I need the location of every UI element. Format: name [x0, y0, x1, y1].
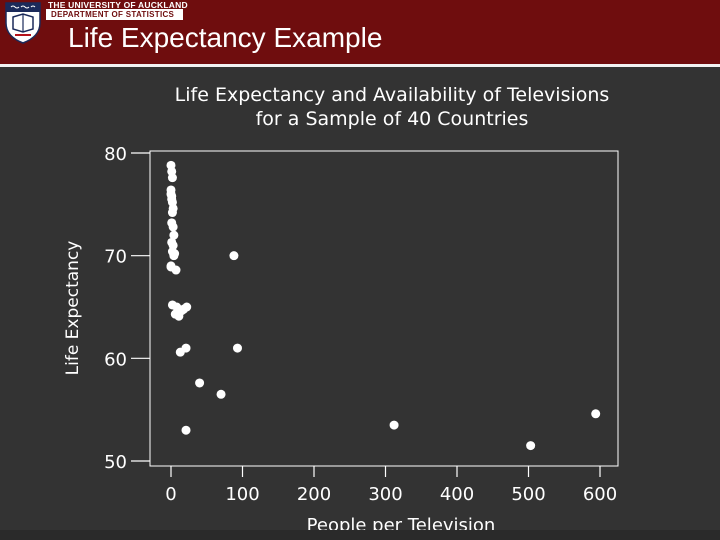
- data-point: [229, 251, 239, 261]
- x-tick-label: 600: [583, 484, 617, 505]
- data-point: [167, 237, 177, 247]
- data-point: [167, 208, 177, 218]
- footer-strip: [0, 530, 720, 540]
- university-crest-icon: [5, 2, 41, 44]
- chart-subtitle: for a Sample of 40 Countries: [256, 108, 529, 130]
- data-point: [216, 389, 226, 399]
- x-tick-label: 100: [225, 484, 259, 505]
- data-point: [181, 343, 191, 353]
- plot-frame: [149, 150, 619, 467]
- department-label-box: [46, 9, 183, 20]
- data-point: [195, 378, 205, 388]
- x-tick-label: 500: [511, 484, 545, 505]
- data-point: [389, 420, 399, 430]
- x-tick-label: 400: [440, 484, 474, 505]
- y-axis-label: Life Expectancy: [63, 241, 83, 376]
- header-divider: [0, 64, 720, 67]
- y-tick-label: 50: [104, 452, 127, 473]
- university-name: THE UNIVERSITY OF AUCKLAND: [48, 0, 188, 10]
- data-point: [526, 441, 536, 451]
- data-point: [167, 173, 177, 183]
- x-tick-label: 0: [165, 484, 176, 505]
- data-point: [166, 262, 176, 272]
- x-tick-label: 200: [297, 484, 331, 505]
- header-bar: THE UNIVERSITY OF AUCKLAND DEPARTMENT OF…: [0, 0, 720, 64]
- x-tick-label: 300: [368, 484, 402, 505]
- department-name: DEPARTMENT OF STATISTICS: [51, 10, 175, 19]
- data-point: [167, 194, 177, 204]
- y-tick-label: 60: [104, 349, 127, 370]
- slide-title: Life Expectancy Example: [68, 22, 383, 53]
- data-point: [181, 425, 191, 435]
- data-point: [170, 249, 180, 259]
- data-point: [168, 222, 178, 232]
- data-point: [232, 343, 242, 353]
- data-point: [177, 305, 187, 315]
- data-point: [169, 230, 179, 240]
- data-point: [591, 409, 601, 419]
- chart-title: Life Expectancy and Availability of Tele…: [175, 84, 610, 106]
- y-tick-label: 70: [104, 247, 127, 268]
- y-tick-label: 80: [104, 144, 127, 165]
